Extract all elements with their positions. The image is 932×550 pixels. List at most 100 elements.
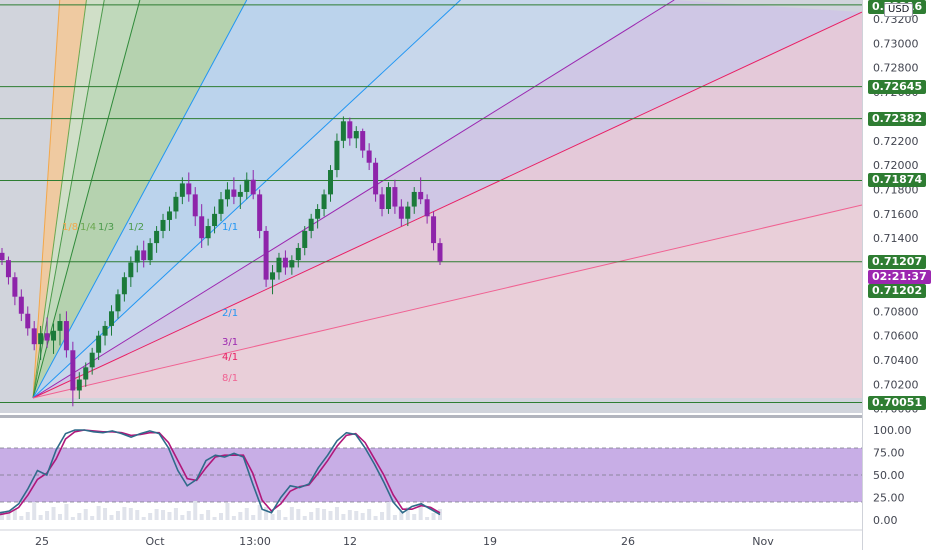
candle-body [173, 196, 179, 212]
candle-body [63, 321, 69, 351]
candle-body [96, 335, 102, 353]
candle-body [115, 294, 121, 312]
volume-bar [128, 508, 133, 520]
price-candles [0, 116, 443, 407]
volume-bar [412, 514, 417, 520]
volume-bar [244, 508, 249, 520]
oscillator-tick: 75.00 [873, 447, 905, 460]
candle-body [5, 260, 11, 278]
candle-body [51, 330, 57, 341]
candle-body [160, 219, 166, 231]
pane-separator[interactable] [0, 415, 862, 418]
volume-bar [51, 507, 56, 520]
candle-body [128, 262, 134, 278]
candle-body [212, 213, 218, 227]
candle-body [360, 131, 366, 151]
volume-bar [212, 517, 217, 520]
fan-line [32, 0, 61, 399]
price-tag: 0.71207 [868, 254, 927, 269]
volume-bar [206, 510, 211, 520]
price-tick: 0.71400 [873, 232, 919, 245]
candle-body [353, 131, 359, 139]
candle-body [347, 121, 353, 139]
volume-bar [70, 517, 75, 520]
candle-body [109, 311, 114, 326]
candle-body [166, 211, 172, 220]
candle-body [308, 218, 314, 231]
time-tick: 26 [621, 535, 635, 548]
volume-bar [405, 507, 410, 520]
volume-bar [399, 511, 404, 520]
volume-bar [425, 517, 430, 520]
price-tag: 0.71202 [868, 283, 927, 298]
volume-bar [193, 501, 198, 520]
volume-bar [199, 514, 204, 520]
time-tick: Oct [145, 535, 165, 548]
candle-body [218, 199, 224, 214]
gann-fan-labels: 1/8 1/4 1/3 1/2 1/1 2/1 3/1 4/1 8/1 [62, 222, 238, 384]
volume-bar [367, 509, 372, 520]
fan-label: 3/1 [222, 337, 238, 348]
candle-body [121, 277, 127, 295]
candle-body [295, 247, 301, 261]
volume-bar [238, 512, 243, 520]
oscillator-axis-ticks: 100.00 75.00 50.00 25.00 0.00 [873, 424, 912, 527]
candle-body [392, 187, 398, 207]
candle-body [147, 243, 153, 261]
fan-zone [33, 0, 862, 399]
fan-line [32, 0, 87, 399]
volume-bar [180, 515, 185, 520]
volume-bar [64, 504, 69, 520]
oscillator-tick: 25.00 [873, 492, 905, 505]
candle-body [437, 243, 443, 262]
volume-bar [418, 504, 423, 520]
volume-bar [334, 507, 339, 520]
candle-body [31, 328, 37, 345]
price-tick: 0.70800 [873, 305, 919, 318]
candle-body [89, 352, 95, 368]
gann-fan-fills [33, 0, 862, 399]
volume-bar [12, 509, 17, 520]
candle-body [192, 194, 198, 217]
candle-body [141, 250, 147, 261]
volume-bar [315, 508, 320, 520]
candle-body [424, 199, 430, 217]
fan-label: 8/1 [222, 373, 238, 384]
time-tick: 25 [35, 535, 49, 548]
currency-badge[interactable]: USD [884, 3, 914, 17]
volume-bar [38, 515, 43, 520]
candle-body [405, 206, 411, 219]
volume-bar [173, 508, 178, 520]
stochastic-guides [0, 447, 862, 503]
volume-bar [25, 512, 30, 520]
volume-bar [109, 515, 114, 520]
volume-bar [83, 509, 88, 520]
candle-body [76, 379, 82, 391]
price-tag: 0.72645 [868, 79, 927, 94]
fan-line [32, 0, 105, 399]
volume-bar [257, 505, 262, 520]
volume-bar [167, 512, 172, 520]
price-tag: 02:21:37 [868, 269, 931, 284]
volume-bar [6, 513, 11, 520]
volume-bar [380, 512, 385, 520]
candle-body [321, 194, 327, 209]
fan-line [32, 11, 863, 399]
candle-body [431, 216, 437, 244]
stochastic-lines [0, 429, 441, 516]
price-tick: 0.72800 [873, 62, 919, 75]
volume-bar [19, 516, 24, 520]
price-tag: 0.72382 [868, 111, 927, 126]
price-tag: 0.70051 [868, 395, 927, 410]
fan-label: 1/2 [128, 222, 144, 233]
volume-bar [154, 509, 159, 520]
volume-bar [431, 513, 436, 520]
volume-bar [135, 510, 140, 520]
time-axis[interactable] [0, 530, 862, 550]
candle-body [44, 333, 50, 341]
time-tick: 12 [343, 535, 357, 548]
time-tick: 19 [483, 535, 497, 548]
volume-bar [341, 514, 346, 520]
